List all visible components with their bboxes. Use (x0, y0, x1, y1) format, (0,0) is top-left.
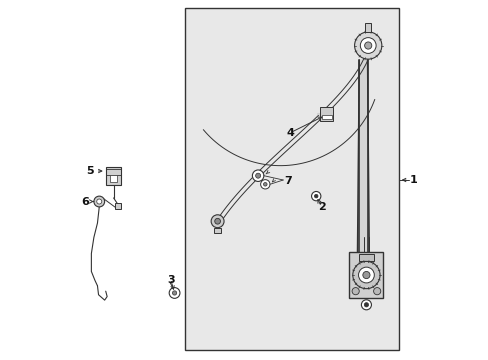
Bar (321, 115, 331, 119)
Text: 5: 5 (86, 166, 94, 176)
Text: 1: 1 (409, 175, 417, 185)
Polygon shape (357, 60, 368, 252)
Circle shape (94, 196, 104, 207)
Circle shape (260, 180, 269, 189)
Circle shape (364, 303, 368, 307)
Circle shape (358, 267, 373, 283)
Text: 6: 6 (81, 197, 89, 207)
Text: 3: 3 (167, 275, 174, 285)
Circle shape (364, 42, 371, 49)
Circle shape (252, 170, 264, 181)
Circle shape (255, 173, 260, 178)
Bar (185, 8, 398, 350)
Bar (105, 167, 121, 185)
Circle shape (360, 38, 375, 53)
Circle shape (362, 271, 369, 279)
Circle shape (361, 300, 371, 310)
Circle shape (214, 219, 220, 224)
Circle shape (373, 288, 380, 295)
Circle shape (311, 192, 320, 201)
Bar (214, 228, 221, 233)
Text: 4: 4 (286, 128, 294, 138)
Circle shape (211, 215, 224, 228)
Bar (359, 253, 373, 261)
Circle shape (172, 291, 176, 295)
Text: 7: 7 (284, 176, 291, 186)
Circle shape (314, 194, 317, 198)
Circle shape (354, 32, 381, 59)
Circle shape (351, 288, 359, 295)
Bar (365, 23, 370, 32)
Bar (110, 175, 117, 182)
Bar (319, 107, 333, 121)
Circle shape (352, 261, 379, 289)
Circle shape (97, 199, 102, 204)
Circle shape (263, 183, 266, 186)
Text: 2: 2 (317, 202, 325, 212)
Circle shape (169, 288, 180, 298)
Bar (115, 203, 121, 209)
Bar (349, 252, 383, 298)
